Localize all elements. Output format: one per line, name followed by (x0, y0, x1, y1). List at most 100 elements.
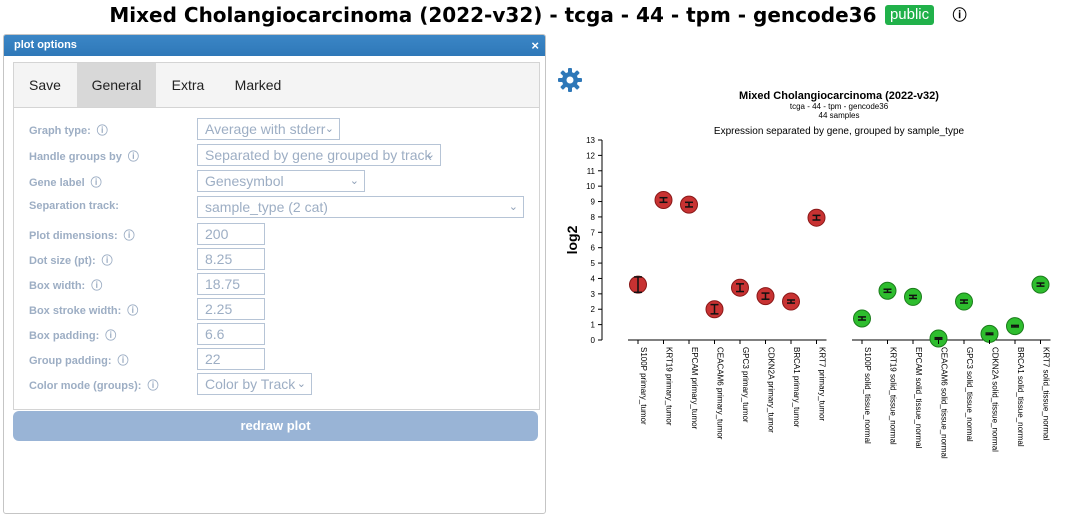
y-tick-label: 4 (591, 274, 596, 283)
x-tick-label: KRT19 primary_tumor (665, 347, 674, 426)
info-icon[interactable]: ⓘ (123, 230, 135, 242)
field-label: Gene label (29, 177, 85, 189)
x-tick-label: KRT7 primary_tumor (818, 347, 827, 421)
x-tick-label: BRCA1 solid_tissue_normal (1016, 347, 1025, 447)
dialog-title: plot options (14, 39, 77, 51)
info-icon[interactable]: ⓘ (127, 305, 139, 317)
field-color-mode: Color mode (groups): ⓘ Color by Track ⌄ (29, 373, 539, 395)
data-point (731, 278, 749, 297)
field-group-padding: Group padding: ⓘ 22 (29, 348, 539, 370)
data-point (929, 329, 948, 348)
graph-type-select[interactable]: Average with stderr ⌄ (197, 118, 340, 140)
data-point (955, 292, 973, 311)
info-icon[interactable]: ⓘ (952, 7, 967, 23)
x-tick-label: S100P solid_tissue_normal (863, 347, 872, 444)
info-icon[interactable]: ⓘ (105, 330, 117, 342)
data-point (756, 287, 775, 306)
data-point (782, 292, 800, 311)
field-box-stroke-width: Box stroke width: ⓘ 2.25 (29, 298, 539, 320)
x-tick-label: GPC3 solid_tissue_normal (965, 347, 974, 442)
box-stroke-width-input[interactable]: 2.25 (197, 298, 265, 320)
data-point (1006, 317, 1024, 336)
tab-extra[interactable]: Extra (171, 77, 205, 93)
chevron-down-icon: ⌄ (296, 378, 306, 390)
info-icon[interactable]: ⓘ (147, 380, 159, 392)
y-tick-label: 10 (586, 182, 595, 191)
x-tick-label: KRT19 solid_tissue_normal (889, 347, 898, 445)
box-padding-input[interactable]: 6.6 (197, 323, 265, 345)
data-point (980, 324, 999, 343)
public-badge[interactable]: public (884, 5, 935, 25)
color-mode-select[interactable]: Color by Track ⌄ (197, 373, 312, 395)
field-label: Plot dimensions: (29, 230, 118, 242)
info-icon[interactable]: ⓘ (90, 177, 102, 189)
field-plot-dimensions: Plot dimensions: ⓘ 200 (29, 223, 539, 245)
handle-groups-select[interactable]: Separated by gene grouped by track ⌄ (197, 144, 441, 166)
x-tick-label: KRT7 solid_tissue_normal (1042, 347, 1051, 440)
select-value: Average with stderr (205, 121, 326, 137)
y-tick-label: 8 (591, 213, 596, 222)
plot-sample-count: 44 samples (818, 111, 860, 120)
x-tick-label: CEACAM6 solid_tissue_normal (940, 347, 949, 459)
field-label: Box width: (29, 280, 86, 292)
y-tick-label: 1 (591, 321, 596, 330)
y-axis-label: log2 (564, 225, 580, 254)
tab-general[interactable]: General (77, 63, 156, 107)
group-padding-input[interactable]: 22 (197, 348, 265, 370)
x-tick-label: EPCAM primary_tumor (690, 347, 699, 430)
x-tick-label: CEACAM6 primary_tumor (716, 347, 725, 440)
tab-marked[interactable]: Marked (234, 77, 282, 93)
chevron-down-icon: ⌄ (425, 149, 435, 161)
y-tick-label: 9 (591, 198, 596, 207)
field-dot-size: Dot size (pt): ⓘ 8.25 (29, 248, 539, 270)
data-point (853, 309, 871, 328)
x-tick-label: GPC3 primary_tumor (741, 347, 750, 423)
data-point (654, 191, 673, 209)
y-tick-label: 12 (586, 151, 595, 160)
x-tick-label: CDKN2A solid_tissue_normal (991, 347, 1000, 452)
y-tick-label: 11 (587, 167, 596, 176)
info-icon[interactable]: ⓘ (127, 151, 139, 163)
info-icon[interactable]: ⓘ (101, 255, 113, 267)
chevron-down-icon: ⌄ (508, 201, 518, 213)
y-tick-label: 2 (591, 305, 596, 314)
x-tick-label: BRCA1 primary_tumor (792, 347, 801, 428)
separation-track-select[interactable]: sample_type (2 cat) ⌄ (197, 196, 524, 218)
gene-label-select[interactable]: Genesymbol ⌄ (197, 170, 365, 192)
redraw-plot-button[interactable]: redraw plot (13, 411, 538, 441)
field-label: Box stroke width: (29, 305, 122, 317)
field-label: Handle groups by (29, 151, 122, 163)
dot-size-input[interactable]: 8.25 (197, 248, 265, 270)
gear-icon[interactable] (556, 66, 584, 94)
box-width-input[interactable]: 18.75 (197, 273, 265, 295)
field-label: Box padding: (29, 330, 100, 342)
plot-subtitle: tcga - 44 - tpm - gencode36 (789, 102, 889, 111)
page-title: Mixed Cholangiocarcinoma (2022-v32) - tc… (0, 3, 1076, 27)
tab-save[interactable]: Save (29, 77, 61, 93)
data-point (705, 300, 724, 319)
data-point (629, 275, 647, 294)
plot-options-dialog: plot options × Save General Extra Marked… (3, 34, 546, 514)
close-icon[interactable]: × (531, 38, 539, 53)
dialog-titlebar[interactable]: plot options × (4, 35, 545, 56)
y-tick-label: 6 (591, 244, 596, 253)
info-icon[interactable]: ⓘ (91, 280, 103, 292)
data-point (878, 281, 897, 300)
field-box-width: Box width: ⓘ 18.75 (29, 273, 539, 295)
data-point (904, 287, 922, 306)
y-tick-label: 5 (591, 259, 596, 268)
data-point (680, 195, 698, 214)
y-tick-label: 13 (586, 136, 595, 145)
data-point (807, 208, 826, 227)
info-icon[interactable]: ⓘ (117, 355, 129, 367)
field-label: Dot size (pt): (29, 255, 96, 267)
plot-description: Expression separated by gene, grouped by… (713, 126, 965, 137)
select-value: Genesymbol (205, 173, 284, 189)
y-tick-label: 7 (591, 228, 596, 237)
plot-dimensions-input[interactable]: 200 (197, 223, 265, 245)
info-icon[interactable]: ⓘ (96, 125, 108, 137)
plot-title: Mixed Cholangiocarcinoma (2022-v32) (739, 90, 939, 102)
field-gene-label: Gene label ⓘ Genesymbol ⌄ (29, 170, 539, 192)
field-label: Group padding: (29, 355, 112, 367)
dataset-title: Mixed Cholangiocarcinoma (2022-v32) - tc… (109, 3, 877, 27)
